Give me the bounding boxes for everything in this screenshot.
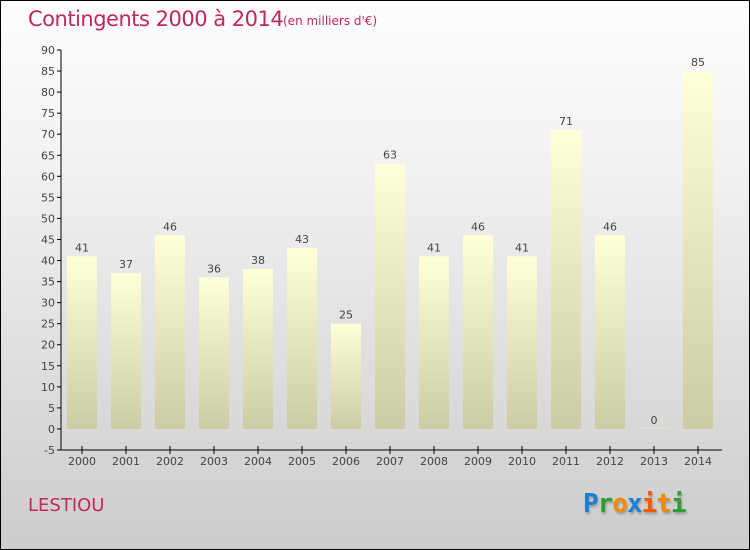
- bar-2011: [551, 130, 581, 429]
- bar-2007: [375, 163, 405, 429]
- x-tick-label: 2013: [640, 455, 668, 468]
- y-tick-label: 35: [41, 276, 55, 289]
- data-label: 71: [559, 115, 573, 128]
- bar-2006: [331, 323, 361, 429]
- bar-2004: [243, 268, 273, 429]
- y-tick-label: 55: [41, 191, 55, 204]
- data-label: 25: [339, 309, 353, 322]
- data-label: 85: [691, 56, 705, 69]
- x-tick-label: 2014: [684, 455, 712, 468]
- logo-letter: P: [583, 489, 599, 519]
- y-tick-label: 75: [41, 107, 55, 120]
- x-tick-label: 2010: [508, 455, 536, 468]
- data-label: 37: [119, 258, 133, 271]
- x-tick-label: 2009: [464, 455, 492, 468]
- x-tick-label: 2011: [552, 455, 580, 468]
- proxiti-logo[interactable]: Proxiti: [583, 489, 687, 519]
- y-tick-label: 25: [41, 318, 55, 331]
- y-tick-label: 10: [41, 381, 55, 394]
- x-tick-label: 2008: [420, 455, 448, 468]
- x-tick-label: 2002: [156, 455, 184, 468]
- data-label: 41: [75, 241, 89, 254]
- bar-2010: [507, 256, 537, 429]
- data-label: 41: [515, 241, 529, 254]
- x-tick-label: 2003: [200, 455, 228, 468]
- data-label: 36: [207, 262, 221, 275]
- x-tick-label: 2004: [244, 455, 272, 468]
- bar-2000: [67, 256, 97, 429]
- bar-2002: [155, 235, 185, 429]
- data-label: 41: [427, 241, 441, 254]
- y-tick-label: 30: [41, 297, 55, 310]
- logo-letter: i: [670, 489, 687, 519]
- chart-subtitle: (en milliers d'€): [283, 14, 378, 28]
- bar-2009: [463, 235, 493, 429]
- bar-2005: [287, 247, 317, 429]
- data-label: 46: [603, 220, 617, 233]
- x-tick-label: 2005: [288, 455, 316, 468]
- y-tick-label: 70: [41, 128, 55, 141]
- data-label: 46: [163, 220, 177, 233]
- y-tick-label: 0: [48, 423, 55, 436]
- bar-2008: [419, 256, 449, 429]
- logo-letter: i: [641, 489, 658, 519]
- x-tick-label: 2001: [112, 455, 140, 468]
- bar-2001: [111, 273, 141, 429]
- bar-2014: [683, 71, 713, 429]
- y-tick-label: 45: [41, 233, 55, 246]
- x-tick-label: 2012: [596, 455, 624, 468]
- logo-letter: o: [612, 489, 628, 519]
- y-tick-label: 20: [41, 339, 55, 352]
- y-tick-label: 5: [48, 402, 55, 415]
- data-label: 63: [383, 149, 397, 162]
- x-tick-label: 2007: [376, 455, 404, 468]
- logo-letter: t: [656, 489, 672, 519]
- data-label: 46: [471, 220, 485, 233]
- chart-title: Contingents 2000 à 2014: [28, 7, 284, 31]
- bar-2012: [595, 235, 625, 429]
- data-label: 43: [295, 233, 309, 246]
- data-label: 0: [651, 414, 658, 427]
- y-tick-label: -5: [44, 444, 55, 457]
- y-tick-label: 60: [41, 170, 55, 183]
- commune-name: LESTIOU: [28, 495, 105, 516]
- y-tick-label: 65: [41, 149, 55, 162]
- bar-2003: [199, 277, 229, 429]
- x-tick-label: 2000: [68, 455, 96, 468]
- logo-letter: r: [597, 489, 614, 519]
- x-tick-label: 2006: [332, 455, 360, 468]
- logo-letter: x: [626, 489, 643, 519]
- data-label: 38: [251, 254, 265, 267]
- y-tick-label: 85: [41, 65, 55, 78]
- y-tick-label: 40: [41, 255, 55, 268]
- y-tick-label: 90: [41, 44, 55, 57]
- y-tick-label: 50: [41, 212, 55, 225]
- y-tick-label: 80: [41, 86, 55, 99]
- bar-2013: [639, 427, 669, 429]
- y-tick-label: 15: [41, 360, 55, 373]
